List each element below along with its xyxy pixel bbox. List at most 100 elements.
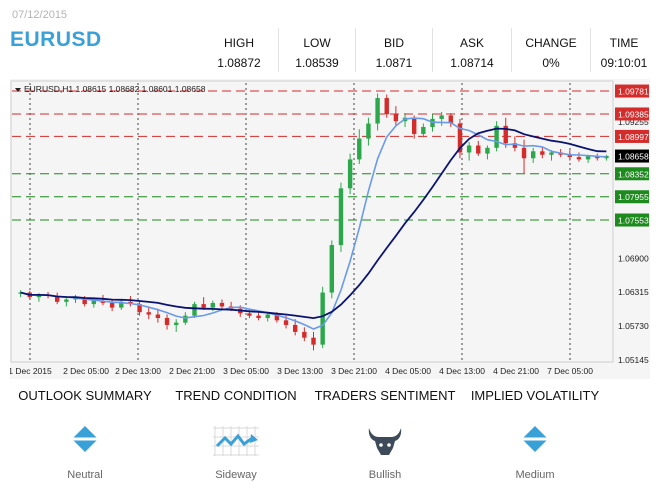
- x-tick-label: 2 Dec 21:00: [169, 366, 215, 376]
- candle-body: [292, 324, 298, 332]
- quote-value: 09:10:01: [600, 56, 648, 70]
- candle-body: [210, 302, 216, 308]
- implied-volatility-title[interactable]: IMPLIED VOLATILITY: [470, 388, 600, 403]
- candle-body: [155, 314, 161, 319]
- x-tick-label: 3 Dec 13:00: [277, 366, 323, 376]
- candle-body: [73, 298, 78, 300]
- candle-body: [540, 151, 545, 155]
- quote-value: 1.08714: [450, 56, 494, 70]
- candle-body: [146, 312, 151, 315]
- candle-body: [549, 152, 554, 155]
- price-tag: [615, 129, 649, 143]
- candle-body: [530, 151, 536, 159]
- trend-condition-value: Sideway: [215, 469, 257, 481]
- traders-sentiment-value: Bullish: [368, 469, 402, 481]
- candle-body: [439, 115, 444, 119]
- candle-body: [329, 245, 335, 293]
- candle-body: [347, 159, 353, 189]
- sideway-trend-icon: [213, 426, 259, 456]
- implied-volatility-value: Medium: [515, 469, 555, 481]
- y-tick-label: 1.06900: [618, 253, 649, 263]
- price-tag: [615, 190, 649, 204]
- quote-time: TIME 09:10:01: [590, 28, 657, 72]
- ma-fast-line: [20, 117, 607, 330]
- plot-area: [10, 80, 614, 363]
- candle-body: [457, 123, 463, 153]
- y-tick-label: 1.08658: [618, 152, 649, 162]
- quote-label: BID: [383, 36, 404, 50]
- outlook-summary-title[interactable]: OUTLOOK SUMMARY: [18, 388, 152, 403]
- candle-body: [338, 188, 344, 246]
- quote-value: 1.08539: [295, 56, 339, 70]
- neutral-diamond-icon: [72, 426, 98, 452]
- candle-body: [494, 125, 499, 148]
- candle-body: [393, 114, 399, 122]
- candle-body: [64, 299, 69, 302]
- candle-body: [320, 292, 325, 345]
- ma-slow-line: [20, 127, 607, 320]
- trend-condition-title[interactable]: TREND CONDITION: [175, 388, 297, 403]
- candle-body: [183, 315, 188, 323]
- x-tick-label: 4 Dec 05:00: [385, 366, 431, 376]
- x-tick-label: 2 Dec 13:00: [115, 366, 161, 376]
- candle-body: [604, 155, 609, 159]
- x-tick-label: 2 Dec 05:00: [63, 366, 109, 376]
- price-tag: [615, 84, 649, 98]
- candle-body: [137, 304, 142, 313]
- candle-body: [576, 157, 582, 160]
- candle-body: [485, 147, 490, 154]
- price-tag: [615, 213, 649, 227]
- medium-diamond-icon: [522, 426, 548, 452]
- candle-body: [302, 331, 307, 338]
- y-tick-label: 1.05145: [618, 355, 649, 365]
- candle-body: [357, 138, 362, 160]
- quote-value: 1.0871: [375, 56, 413, 70]
- analysis-tabs: OUTLOOK SUMMARY TREND CONDITION TRADERS …: [0, 388, 661, 406]
- candle-body: [265, 314, 270, 319]
- candle-body: [585, 155, 591, 160]
- quote-value: 0%: [542, 56, 560, 70]
- x-tick-label: 4 Dec 21:00: [493, 366, 539, 376]
- price-chart[interactable]: 1.05145 1.05730 1.06315 1.06900 1.07553 1.079…: [10, 79, 650, 379]
- y-tick-label: 1.09385: [618, 109, 649, 119]
- quote-label: HIGH: [224, 36, 254, 50]
- candle-body: [521, 147, 527, 159]
- y-tick-label: 1.09255: [618, 117, 649, 127]
- quote-label: CHANGE: [525, 36, 577, 50]
- candle-body: [247, 313, 252, 316]
- x-tick-label: 4 Dec 13:00: [439, 366, 485, 376]
- candle-body: [173, 322, 179, 325]
- quote-label: LOW: [303, 36, 331, 50]
- quote-label: TIME: [609, 36, 639, 50]
- candle-body: [164, 318, 170, 325]
- bull-icon: [368, 428, 402, 455]
- legend-arrow-icon: [15, 88, 21, 92]
- candle-body: [311, 337, 316, 345]
- quote-bid: BID 1.0871: [355, 28, 432, 72]
- candle-body: [219, 302, 225, 307]
- candle-body: [201, 304, 206, 308]
- quote-high: HIGH 1.08872: [200, 28, 278, 72]
- candle-body: [283, 320, 289, 325]
- y-tick-label: 1.06315: [618, 287, 649, 297]
- candle-body: [503, 125, 508, 144]
- x-tick-label: 7 Dec 05:00: [547, 366, 593, 376]
- quote-low: LOW 1.08539: [278, 28, 355, 72]
- y-tick-label: 1.07955: [618, 192, 649, 202]
- candle-body: [54, 296, 60, 302]
- candle-body: [512, 143, 518, 148]
- quote-bar: HIGH 1.08872 LOW 1.08539 BID 1.0871 ASK …: [200, 28, 657, 72]
- x-tick-label: 1 Dec 2015: [10, 366, 52, 376]
- quote-change: CHANGE 0%: [511, 28, 590, 72]
- quote-ask: ASK 1.08714: [432, 28, 511, 72]
- price-tag: [615, 167, 649, 181]
- candle-body: [119, 301, 124, 308]
- candle-body: [192, 304, 197, 316]
- x-tick-label: 3 Dec 21:00: [331, 366, 377, 376]
- y-tick-label: 1.05730: [618, 321, 649, 331]
- candle-body: [411, 117, 417, 134]
- traders-sentiment-title[interactable]: TRADERS SENTIMENT: [314, 388, 456, 403]
- candle-body: [109, 302, 115, 308]
- outlook-summary-value: Neutral: [67, 469, 103, 481]
- chart-canvas[interactable]: 1.05145 1.05730 1.06315 1.06900 1.07553 1.079…: [10, 79, 650, 379]
